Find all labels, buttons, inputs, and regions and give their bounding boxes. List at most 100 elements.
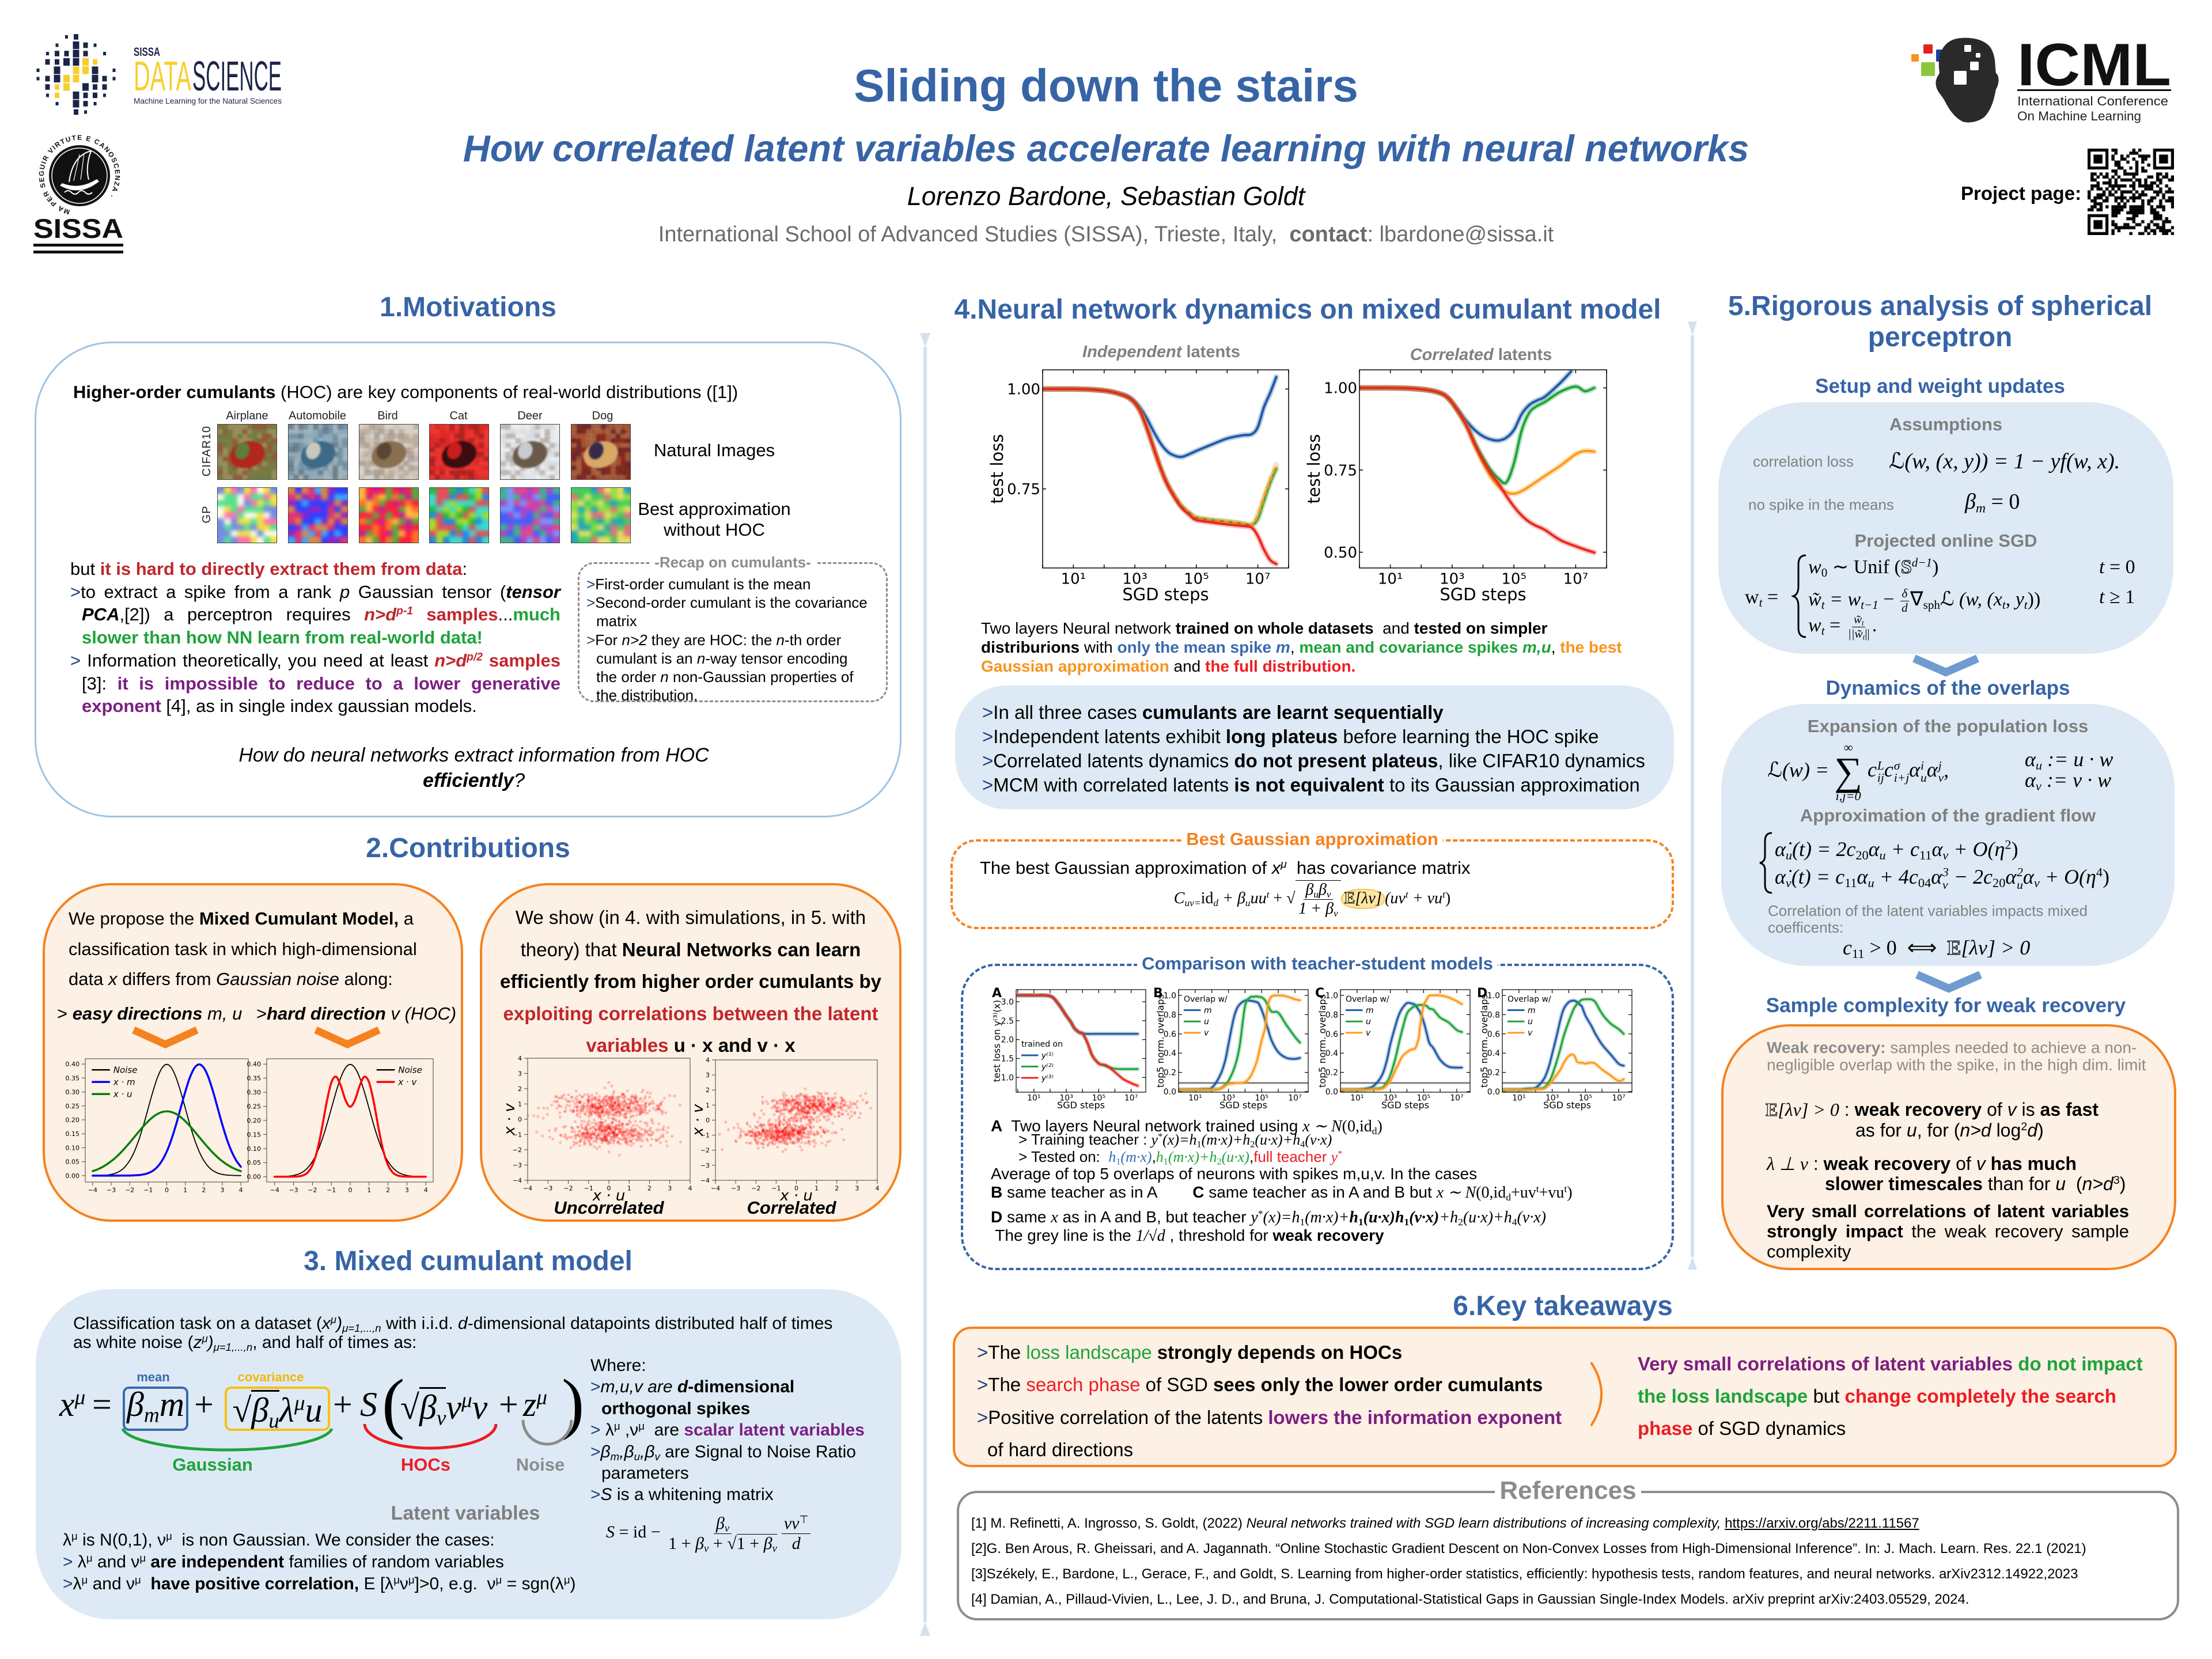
scatter-point [808, 1142, 812, 1146]
denominator: ||w̃t|| [1846, 627, 1871, 641]
scatter-point [784, 1130, 788, 1134]
scatter-point [787, 1135, 790, 1138]
scatter-point [643, 1102, 647, 1105]
text-run: β [763, 1534, 772, 1554]
scatter-point [640, 1133, 643, 1137]
series-line [274, 1075, 427, 1178]
scatter-point [643, 1107, 647, 1110]
scatter-point [779, 1108, 783, 1112]
text-line: E[λν] > 0 : weak recovery of v is as fas… [1765, 1099, 2099, 1120]
references-title: References [1495, 1476, 1641, 1505]
scatter-point [797, 1131, 801, 1135]
scatter-point [808, 1115, 812, 1118]
scatter-point [578, 1101, 582, 1105]
scatter-point [781, 1141, 784, 1144]
text-run: = [1824, 614, 1846, 636]
chevron-down-icon [132, 1027, 199, 1049]
scatter-point [590, 1096, 594, 1100]
text-run: Correlated latents dynamics [993, 750, 1234, 771]
scripts: σ i+j [1894, 759, 1910, 785]
text-run: t [1536, 1183, 1539, 1195]
scatter-point [585, 1132, 589, 1135]
scatter-point [781, 1130, 785, 1134]
scatter-point [632, 1137, 635, 1141]
logo-pixel [36, 77, 40, 81]
scatter-point [771, 1100, 774, 1103]
scatter-point [801, 1126, 804, 1130]
scatter-point [610, 1127, 613, 1131]
scatter-point [605, 1124, 609, 1128]
text-run: n [776, 631, 785, 649]
scatter-point [573, 1102, 577, 1105]
text-line: >For n>2 they are HOC: the n-th order [586, 631, 886, 649]
scatter-point [626, 1139, 630, 1143]
scatter-point [764, 1134, 768, 1138]
scatter-point [753, 1138, 757, 1142]
text-run: v [472, 1388, 488, 1426]
y-tick-label: 0.50 [1324, 544, 1357, 562]
scatter-point [637, 1136, 640, 1139]
scatter-point [779, 1130, 782, 1133]
scatter-point [769, 1130, 772, 1134]
scatter-point [578, 1115, 582, 1119]
x-tick-label: 1 [815, 1185, 819, 1192]
scatter-point [608, 1111, 611, 1114]
scatter-point [801, 1128, 804, 1131]
icml-head-cutout [1954, 71, 1967, 85]
scatter-point [817, 1115, 820, 1118]
scatter-point [592, 1133, 596, 1137]
teacher-line-average: Average of top 5 overlaps of neurons wit… [991, 1165, 1477, 1183]
scatter-point [580, 1132, 584, 1135]
text-run: μ [139, 1551, 146, 1564]
series-line [1179, 994, 1301, 1091]
scatter-point [598, 1101, 601, 1105]
scatter-point [801, 1130, 805, 1133]
scatter-point [567, 1100, 570, 1103]
text-run: of SGD dynamics [1692, 1418, 1846, 1439]
scatter-point [605, 1123, 609, 1127]
scatter-point [766, 1131, 769, 1134]
y-tick-label: 0.10 [247, 1145, 262, 1153]
scatter-point [598, 1116, 601, 1119]
scatter-point [588, 1143, 592, 1146]
scatter-point [647, 1133, 652, 1137]
equation-label-covariance: covariance [237, 1370, 304, 1384]
scatter-point [791, 1129, 795, 1133]
scatter-point [800, 1131, 804, 1135]
scatter-point [774, 1099, 777, 1102]
scatter-point [786, 1132, 790, 1135]
denominator: 1 + βv + √1 + βv [666, 1534, 779, 1554]
text-run: > [63, 1574, 73, 1593]
scatter-point [585, 1136, 588, 1139]
logo-pixel [93, 59, 97, 65]
text-run: easy directions [72, 1003, 203, 1024]
scatter-point [608, 1124, 611, 1128]
text-line: α̇u(t) = 2c20αu + c11αv + O(η2) [1775, 835, 2109, 863]
scatter-point [574, 1137, 577, 1140]
text-run: d [1506, 1191, 1511, 1203]
scatter-point [775, 1138, 778, 1141]
scatter-point [783, 1133, 787, 1137]
text-run: is not equivalent [1234, 774, 1384, 796]
link[interactable]: https://arxiv.org/abs/2211.11567 [1725, 1516, 1919, 1531]
scatter-point [628, 1121, 632, 1124]
cifar10-image-deer [500, 424, 560, 480]
scatter-point [575, 1106, 579, 1109]
scatter-point [610, 1094, 613, 1098]
scatter-point [588, 1127, 592, 1131]
text-run: as fast [2040, 1099, 2099, 1120]
scatter-point [584, 1125, 588, 1128]
scatter-point [601, 1107, 605, 1110]
scatter-point [820, 1094, 824, 1098]
scatter-point [575, 1134, 578, 1138]
scatter-point [624, 1123, 628, 1126]
scatter-point [574, 1120, 577, 1123]
series-band [1016, 993, 1140, 1036]
overlap-definitions: αu := u · w αv := v · w [2025, 749, 2113, 793]
x-tick-label: −2 [125, 1187, 134, 1194]
text-run: α [1868, 838, 1880, 861]
scatter-point [618, 1127, 622, 1131]
text-run: z [193, 1333, 202, 1352]
scatter-point [631, 1094, 634, 1097]
scatter-point [821, 1105, 825, 1109]
